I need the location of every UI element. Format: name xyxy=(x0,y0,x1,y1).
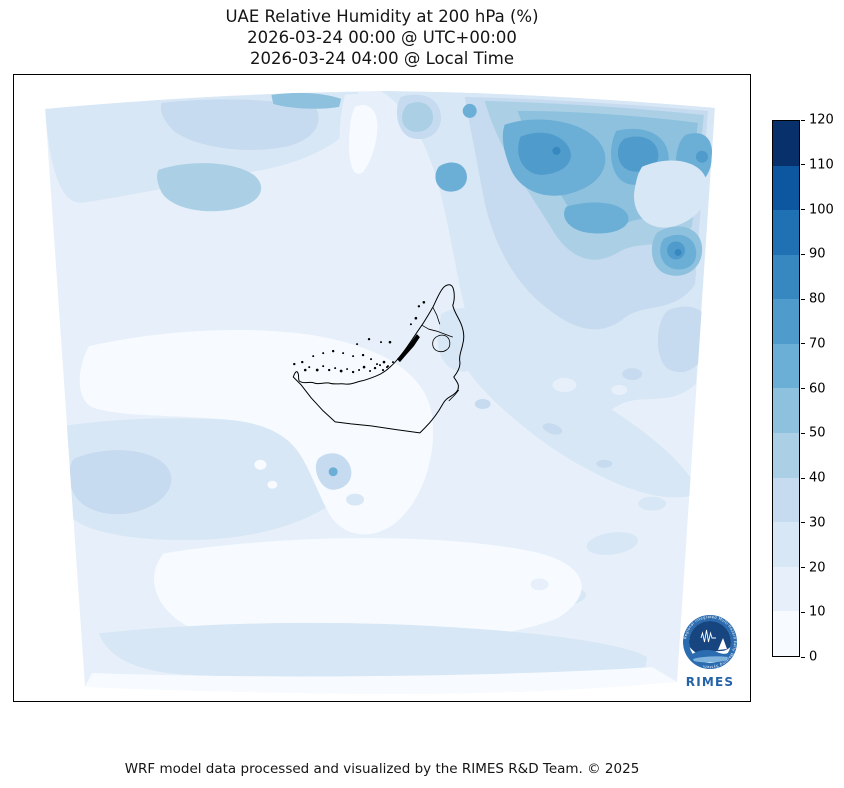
logo-wordmark: RIMES xyxy=(686,675,735,689)
contour-blob xyxy=(157,163,262,212)
uae-outline xyxy=(292,284,465,434)
colorbar-segment xyxy=(773,566,799,612)
colorbar-tick-mark xyxy=(801,656,805,658)
colorbar-segment xyxy=(773,121,799,166)
colorbar-tick-label: 60 xyxy=(809,381,826,396)
contour-blob xyxy=(474,398,491,409)
contour-blob xyxy=(69,450,172,515)
contour-blob xyxy=(695,150,708,163)
contour-map xyxy=(45,90,715,695)
contour-blob xyxy=(84,667,678,695)
uae-coastal-urban-strip xyxy=(396,334,420,363)
colorbar-tick-label: 20 xyxy=(809,560,826,575)
contour-blob xyxy=(518,132,571,175)
colorbar-segment xyxy=(773,210,799,255)
footer-credit: WRF model data processed and visualized … xyxy=(124,761,640,777)
colorbar-segment xyxy=(773,433,799,478)
uae-internal-border xyxy=(421,324,453,338)
uae-enclave-border xyxy=(432,334,451,352)
contour-blob xyxy=(254,459,267,470)
contour-blob xyxy=(638,496,667,511)
colorbar-segment xyxy=(773,254,799,300)
colorbar-tick-mark xyxy=(801,477,805,479)
contour-blob xyxy=(552,378,577,392)
plot-title: UAE Relative Humidity at 200 hPa (%) xyxy=(225,7,539,26)
contour-blob xyxy=(622,368,643,381)
contour-blob xyxy=(611,385,628,395)
plot-subtitle-local: 2026-03-24 04:00 @ Local Time xyxy=(249,49,515,68)
colorbar-tick-label: 120 xyxy=(809,112,834,128)
colorbar-tick-label: 80 xyxy=(809,291,826,307)
colorbar-tick-label: 70 xyxy=(809,336,826,352)
contour-blob xyxy=(437,308,494,372)
contour-blob xyxy=(435,162,467,192)
colorbar-tick-mark xyxy=(801,522,805,524)
contour-blob xyxy=(586,532,638,555)
contour-field xyxy=(45,90,715,695)
contour-blob xyxy=(328,467,338,477)
contour-blob xyxy=(564,202,629,234)
colorbar-segment xyxy=(773,522,799,567)
contour-blob xyxy=(346,493,365,506)
colorbar-tick-mark xyxy=(801,253,805,255)
contour-blob xyxy=(154,538,582,647)
colorbar-tick-label: 100 xyxy=(809,202,834,217)
colorbar-tick-label: 50 xyxy=(809,425,826,441)
colorbar-tick-label: 40 xyxy=(809,470,826,486)
colorbar-tick-mark xyxy=(801,343,805,345)
rimes-logo: Regional Integrated Multi-Hazard Early W… xyxy=(680,606,740,692)
colorbar-tick-mark xyxy=(801,388,805,389)
contour-blob xyxy=(267,480,278,489)
colorbar-tick-mark xyxy=(801,119,805,121)
colorbar-tick-mark xyxy=(801,298,805,300)
uae-islands xyxy=(293,300,426,374)
colorbar xyxy=(772,120,800,657)
colorbar-segment xyxy=(773,477,799,523)
contour-blob xyxy=(552,146,561,155)
uae-internal-border xyxy=(432,307,441,325)
contour-blob xyxy=(160,99,319,150)
colorbar-segment xyxy=(773,611,799,656)
colorbar-tick-label: 110 xyxy=(809,157,834,173)
colorbar-tick-label: 90 xyxy=(809,246,826,262)
contour-blob xyxy=(634,160,708,228)
colorbar-tick-mark xyxy=(801,567,805,568)
rimes-logo-badge: Regional Integrated Multi-Hazard Early W… xyxy=(683,615,737,689)
logo-seismograph-icon xyxy=(700,629,716,643)
uae-internal-border xyxy=(448,389,460,402)
colorbar-tick-mark xyxy=(801,432,805,434)
colorbar-segment xyxy=(773,343,799,389)
colorbar-tick-label: 30 xyxy=(809,515,826,531)
colorbar-segment xyxy=(773,299,799,344)
colorbar-gradient xyxy=(773,121,799,656)
contour-blob xyxy=(98,622,648,679)
colorbar-tick-label: 0 xyxy=(809,649,818,665)
contour-blob xyxy=(401,102,434,132)
contour-blob xyxy=(530,578,549,591)
colorbar-tick-mark xyxy=(801,164,805,166)
contour-blob xyxy=(657,306,711,373)
colorbar-tick-mark xyxy=(801,209,805,210)
plot-title-block: UAE Relative Humidity at 200 hPa (%) 202… xyxy=(13,6,751,69)
colorbar-tick-label: 10 xyxy=(809,604,826,620)
contour-blob xyxy=(596,459,613,468)
colorbar-tick-mark xyxy=(801,611,805,613)
colorbar-segment xyxy=(773,388,799,434)
contour-blob xyxy=(349,105,378,174)
contour-blob xyxy=(464,342,700,498)
plot-subtitle-utc: 2026-03-24 00:00 @ UTC+00:00 xyxy=(247,28,517,47)
colorbar-segment xyxy=(773,165,799,211)
contour-blob xyxy=(271,92,342,109)
map-axes xyxy=(13,74,751,702)
logo-wave2-icon xyxy=(693,656,728,663)
contour-blob xyxy=(542,423,563,435)
contour-blob xyxy=(674,248,682,256)
logo-figure-icon xyxy=(718,638,727,650)
contour-blob xyxy=(617,136,659,172)
contour-blob xyxy=(462,103,477,118)
contour-blob xyxy=(479,442,500,457)
